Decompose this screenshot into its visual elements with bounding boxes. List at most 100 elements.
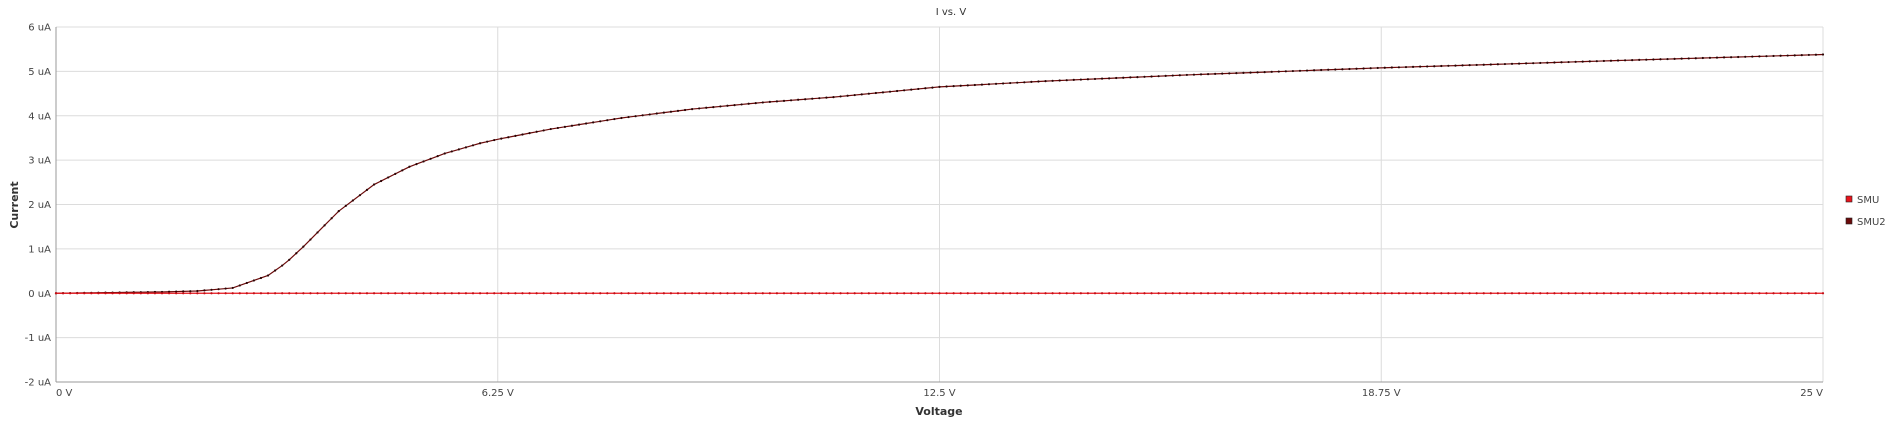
data-point <box>167 292 171 295</box>
data-point <box>1136 292 1139 295</box>
data-point <box>804 98 807 101</box>
data-point <box>1051 79 1054 82</box>
data-point <box>888 90 892 93</box>
data-point <box>1313 69 1316 72</box>
data-point <box>1072 292 1075 295</box>
data-point <box>450 150 453 153</box>
data-point <box>1645 58 1648 61</box>
data-point <box>818 97 821 100</box>
data-point <box>959 84 962 87</box>
data-point <box>931 86 934 89</box>
data-point <box>874 91 877 95</box>
data-point <box>1631 59 1634 62</box>
data-point <box>740 103 743 106</box>
data-point <box>811 97 814 100</box>
data-point <box>662 292 665 295</box>
data-point <box>577 292 581 295</box>
data-point <box>789 99 793 102</box>
data-point <box>1298 69 1302 72</box>
data-point <box>881 91 885 94</box>
data-point <box>620 116 623 120</box>
data-point <box>1192 292 1196 295</box>
data-point <box>217 288 220 291</box>
data-point <box>1369 67 1372 70</box>
data-point <box>1673 292 1676 295</box>
data-point <box>295 252 298 255</box>
data-point <box>189 292 192 295</box>
data-point <box>592 121 595 124</box>
data-point <box>952 292 955 295</box>
data-point <box>804 292 807 295</box>
data-point <box>408 292 411 295</box>
data-point <box>521 292 524 295</box>
data-point <box>924 292 927 295</box>
data-point <box>323 224 326 227</box>
data-point <box>980 83 984 86</box>
data-point <box>1701 56 1704 60</box>
legend-swatch <box>1845 217 1853 225</box>
data-point <box>69 292 72 295</box>
data-point <box>585 122 588 125</box>
data-point <box>775 100 779 103</box>
data-point <box>288 258 291 261</box>
data-point <box>987 292 991 295</box>
data-point <box>1291 292 1294 295</box>
data-point <box>1100 77 1104 80</box>
data-point <box>486 140 489 143</box>
data-point <box>1730 292 1733 295</box>
data-point <box>577 123 581 126</box>
data-point <box>698 107 701 110</box>
data-point <box>1588 292 1591 295</box>
data-point <box>669 110 673 113</box>
data-point <box>1327 68 1330 71</box>
data-point <box>1737 292 1740 295</box>
data-point <box>1355 292 1358 295</box>
data-point <box>676 109 680 112</box>
data-point <box>775 292 779 295</box>
data-point <box>1765 55 1768 58</box>
data-point <box>203 292 206 295</box>
data-point <box>1270 292 1273 295</box>
data-point <box>761 101 764 104</box>
data-point <box>1532 292 1535 295</box>
data-point <box>1242 292 1245 295</box>
data-point <box>945 292 948 295</box>
data-point <box>1701 292 1704 295</box>
data-point <box>1581 60 1584 63</box>
data-point <box>1362 67 1365 70</box>
data-point <box>1687 57 1690 60</box>
data-point <box>648 113 651 116</box>
data-point <box>1652 292 1655 295</box>
data-point <box>1206 292 1210 295</box>
data-point <box>1284 292 1287 295</box>
data-point <box>1440 64 1443 68</box>
data-point <box>874 292 877 295</box>
data-point <box>1327 292 1330 295</box>
data-point <box>1178 292 1181 295</box>
data-point <box>1079 78 1082 81</box>
data-point <box>1390 66 1393 69</box>
data-point <box>302 292 305 295</box>
data-point <box>1348 67 1351 71</box>
data-point <box>1807 292 1810 295</box>
data-point <box>1539 61 1542 65</box>
data-point <box>528 292 531 295</box>
data-point <box>224 287 227 290</box>
data-point <box>1411 65 1415 68</box>
data-point <box>1751 55 1754 58</box>
data-point <box>1609 292 1613 295</box>
y-tick-label: 4 uA <box>28 111 51 122</box>
data-point <box>1461 64 1464 67</box>
data-point <box>542 129 545 132</box>
data-point <box>1164 292 1167 295</box>
data-point <box>182 292 185 295</box>
data-point <box>1157 75 1160 78</box>
data-point <box>1588 60 1591 63</box>
data-point <box>238 292 241 295</box>
data-point <box>1468 64 1471 67</box>
data-point <box>1525 292 1528 295</box>
data-point <box>1086 292 1090 295</box>
data-point <box>1136 76 1139 79</box>
data-point <box>1517 62 1521 65</box>
